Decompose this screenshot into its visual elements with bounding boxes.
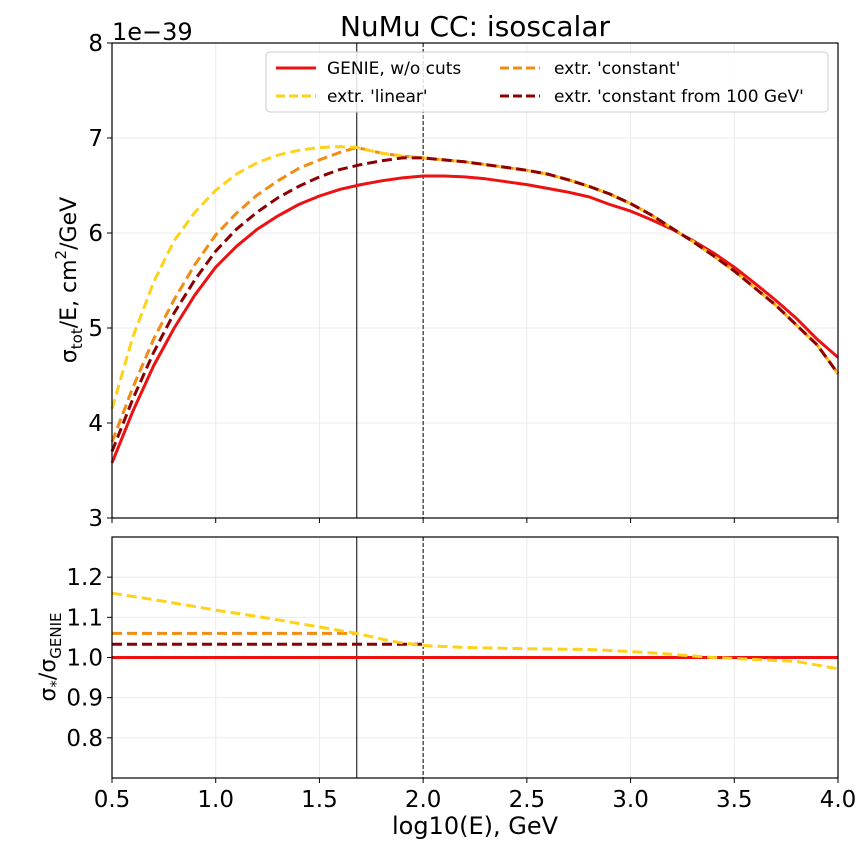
bottom-y-axis-label: σ*/σGENIE	[36, 612, 65, 701]
legend-label-constant-100: extr. 'constant from 100 GeV'	[554, 87, 804, 107]
top-gridlines	[111, 42, 839, 519]
top-y-tick-label: 6	[88, 221, 103, 247]
top-y-tick-label: 7	[88, 126, 103, 152]
bottom-y-tick-label: 1.2	[66, 565, 103, 591]
bottom-axis-ticks: 0.8 0.9 1.0 1.1 1.2 0.5 1.0 1.5 2.0 2.5 3.0 3.5 4.0	[66, 565, 856, 813]
top-series-line-3	[110, 156, 840, 453]
legend-box	[265, 51, 829, 113]
top-series-line-0	[110, 174, 839, 464]
legend-label-linear: extr. 'linear'	[327, 87, 428, 107]
legend-label-constant: extr. 'constant'	[554, 59, 680, 79]
bottom-series-line-3	[111, 591, 839, 671]
bottom-x-tick-label: 4.0	[820, 787, 857, 813]
bottom-x-tick-label: 0.5	[94, 787, 131, 813]
top-series-line-2	[110, 145, 840, 410]
legend-label-genie: GENIE, w/o cuts	[327, 59, 461, 79]
y-offset-label: 1e−39	[112, 18, 193, 46]
top-series-group	[110, 145, 840, 464]
top-y-axis-label: σtot/E, cm2/GeV	[52, 197, 86, 363]
top-plot-frame	[111, 42, 839, 519]
chart-title: NuMu CC: isoscalar	[340, 10, 611, 43]
top-reference-lines	[356, 43, 424, 518]
bottom-y-tick-label: 1.1	[66, 605, 103, 631]
top-axis-ticks: 3 4 5 6 7 8	[88, 31, 839, 532]
top-y-tick-label: 5	[88, 316, 103, 342]
bottom-x-tick-label: 1.5	[301, 787, 338, 813]
top-y-tick-label: 4	[88, 411, 103, 437]
bottom-y-tick-label: 0.8	[66, 726, 103, 752]
legend: GENIE, w/o cuts extr. 'linear' extr. 'co…	[265, 51, 829, 113]
bottom-y-tick-label: 1.0	[66, 646, 103, 672]
bottom-x-tick-label: 2.0	[405, 787, 442, 813]
bottom-x-tick-label: 3.0	[612, 787, 649, 813]
x-axis-label: log10(E), GeV	[392, 812, 559, 840]
bottom-x-tick-label: 3.5	[716, 787, 753, 813]
bottom-series-group	[111, 591, 839, 671]
top-y-tick-label: 3	[88, 506, 103, 532]
top-y-tick-label: 8	[88, 31, 103, 57]
bottom-x-tick-label: 1.0	[197, 787, 234, 813]
bottom-x-tick-label: 2.5	[509, 787, 546, 813]
top-series-line-1	[110, 146, 840, 443]
bottom-y-tick-label: 0.9	[66, 686, 103, 712]
